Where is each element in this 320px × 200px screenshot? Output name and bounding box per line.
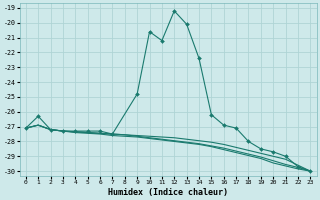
X-axis label: Humidex (Indice chaleur): Humidex (Indice chaleur) (108, 188, 228, 197)
